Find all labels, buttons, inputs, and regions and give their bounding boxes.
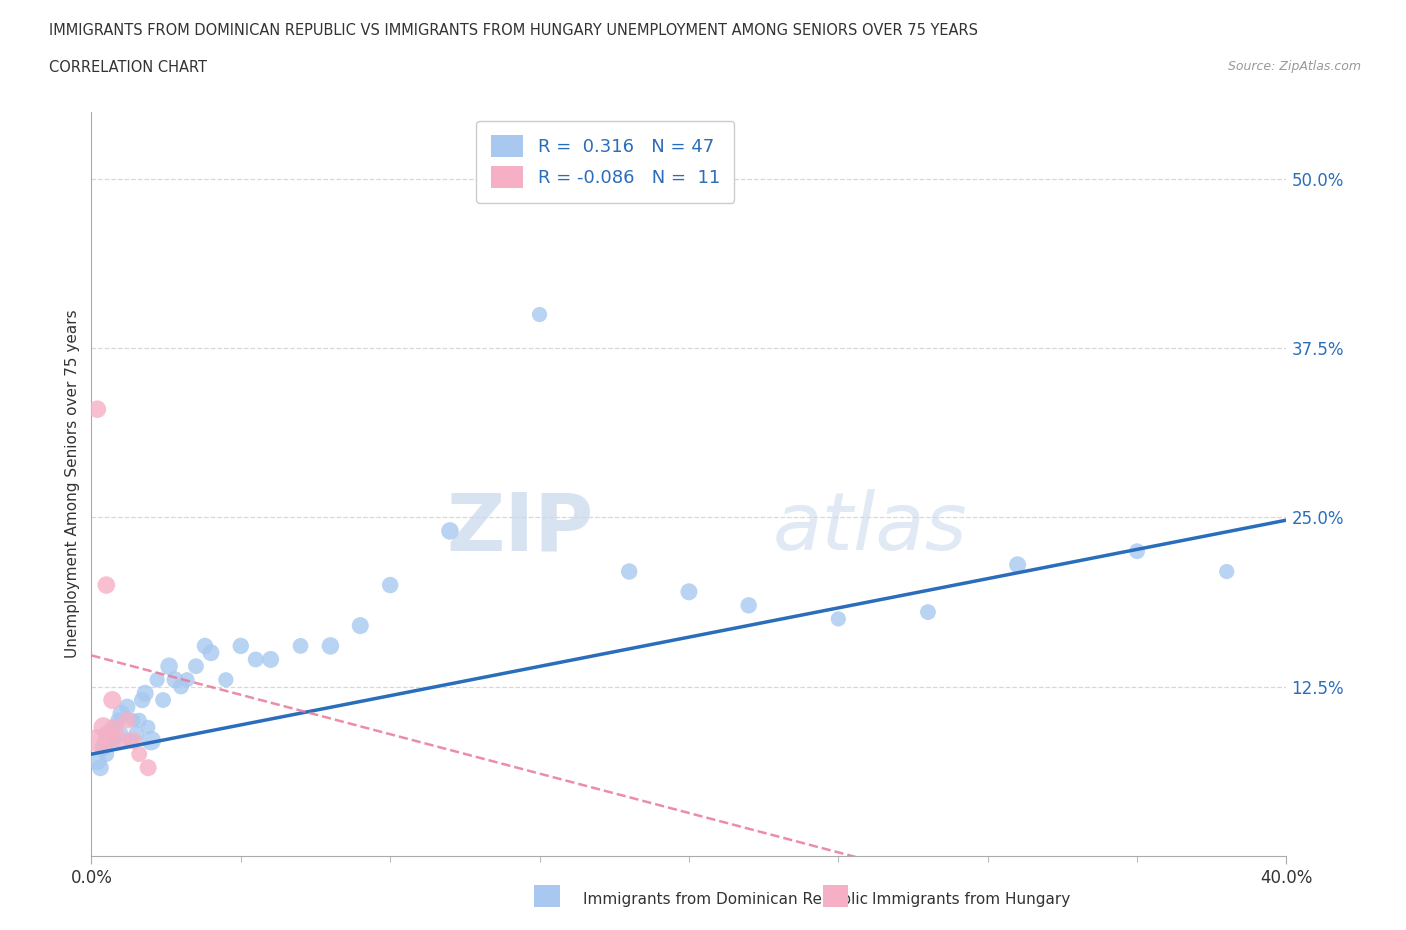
Point xyxy=(89,760,111,775)
Point xyxy=(131,693,153,708)
Point xyxy=(349,618,371,633)
Point xyxy=(110,733,132,748)
Point xyxy=(152,693,174,708)
Point xyxy=(101,720,124,735)
Point xyxy=(1007,557,1029,572)
Point xyxy=(737,598,759,613)
Point xyxy=(157,658,180,673)
Point xyxy=(107,713,129,728)
Point xyxy=(104,720,127,735)
Point xyxy=(136,720,159,735)
Text: CORRELATION CHART: CORRELATION CHART xyxy=(49,60,207,75)
Point xyxy=(170,679,193,694)
Point xyxy=(115,713,138,728)
Point xyxy=(120,733,142,748)
Point xyxy=(319,639,342,654)
Point xyxy=(110,726,132,741)
Point xyxy=(98,733,121,748)
Point xyxy=(229,639,252,654)
Point xyxy=(115,699,138,714)
Point xyxy=(86,753,108,768)
Point xyxy=(136,760,159,775)
Y-axis label: Unemployment Among Seniors over 75 years: Unemployment Among Seniors over 75 years xyxy=(65,310,80,658)
Point xyxy=(128,747,150,762)
Text: Immigrants from Dominican Republic: Immigrants from Dominican Republic xyxy=(583,892,869,907)
Legend: R =  0.316   N = 47, R = -0.086   N =  11: R = 0.316 N = 47, R = -0.086 N = 11 xyxy=(477,121,734,203)
Point xyxy=(101,693,124,708)
Point xyxy=(128,713,150,728)
Point xyxy=(678,584,700,599)
Point xyxy=(1126,544,1149,559)
Point xyxy=(245,652,267,667)
Point xyxy=(194,639,217,654)
Point xyxy=(917,604,939,619)
Point xyxy=(104,733,127,748)
Text: Source: ZipAtlas.com: Source: ZipAtlas.com xyxy=(1227,60,1361,73)
Point xyxy=(259,652,281,667)
Point xyxy=(93,720,115,735)
Text: ZIP: ZIP xyxy=(446,489,593,567)
Point xyxy=(1216,565,1239,579)
Point xyxy=(96,726,118,741)
Point xyxy=(215,672,238,687)
Point xyxy=(93,740,115,755)
Point xyxy=(619,565,641,579)
Point xyxy=(380,578,402,592)
Point xyxy=(529,307,551,322)
Point xyxy=(146,672,169,687)
Point xyxy=(96,733,118,748)
Point xyxy=(200,645,222,660)
Point xyxy=(290,639,312,654)
Point xyxy=(176,672,198,687)
Point xyxy=(122,733,145,748)
Text: atlas: atlas xyxy=(772,489,967,567)
Point xyxy=(163,672,186,687)
Point xyxy=(141,733,163,748)
Point xyxy=(827,611,849,626)
Point xyxy=(134,685,156,700)
Point xyxy=(122,713,145,728)
Point xyxy=(98,726,121,741)
Point xyxy=(96,578,118,592)
Point xyxy=(96,747,118,762)
Text: Immigrants from Hungary: Immigrants from Hungary xyxy=(872,892,1070,907)
Point xyxy=(439,524,461,538)
Point xyxy=(125,726,148,741)
Point xyxy=(110,706,132,721)
Point xyxy=(184,658,207,673)
Point xyxy=(86,733,108,748)
Point xyxy=(86,402,108,417)
Text: IMMIGRANTS FROM DOMINICAN REPUBLIC VS IMMIGRANTS FROM HUNGARY UNEMPLOYMENT AMONG: IMMIGRANTS FROM DOMINICAN REPUBLIC VS IM… xyxy=(49,23,979,38)
